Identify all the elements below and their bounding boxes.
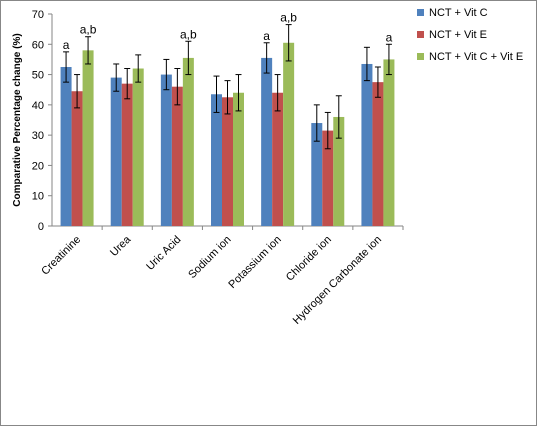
legend-swatch	[417, 31, 424, 38]
significance-label: a	[63, 38, 70, 52]
category-label: Hydrogen Carbonate ion	[291, 234, 384, 327]
y-tick-label: 30	[32, 130, 44, 142]
category-label: Potassium ion	[226, 234, 283, 291]
bar-nct-vit-e-creatinine	[71, 91, 83, 226]
category-labels: Creatinine Urea Uric Acid Sodium ionPotassi…	[39, 233, 384, 327]
category-label: Sodium ion	[186, 234, 233, 281]
legend-label: NCT + Vit C + Vit E	[429, 51, 523, 63]
y-tick-labels: 0 10 20 30 40 50 60 70	[32, 9, 44, 233]
bar-nct-vit-c-vit-e-urea	[132, 68, 144, 226]
category-label: Uric Acid	[144, 234, 183, 273]
bar-nct-vit-e-sodium-ion	[222, 97, 233, 227]
significance-label: a	[386, 30, 393, 44]
bar-nct-vit-c-hydrogen-carbonate-ion	[361, 63, 373, 226]
significance-label: a,b	[180, 27, 197, 41]
axes	[48, 13, 404, 230]
error-bars	[63, 24, 392, 150]
bar-nct-vit-c-vit-e-uric-acid	[182, 57, 194, 226]
legend-swatch	[417, 53, 424, 60]
bar-nct-vit-e-potassium-ion	[272, 92, 284, 226]
bar-nct-vit-e-chloride-ion	[322, 130, 334, 226]
bar-nct-vit-c-creatinine	[60, 67, 72, 226]
y-tick-label: 20	[32, 160, 44, 172]
significance-label: a	[263, 29, 270, 43]
bar-nct-vit-c-vit-e-creatinine	[82, 50, 94, 226]
legend-swatch	[417, 9, 424, 16]
y-tick-label: 10	[32, 191, 44, 203]
bar-nct-vit-c-vit-e-hydrogen-carbonate-ion	[383, 59, 395, 226]
y-axis-label: Comparative Percentage change (%)	[12, 33, 23, 206]
significance-annotations: a a,b a,b a a,b a	[63, 11, 393, 52]
significance-label: a,b	[80, 23, 97, 37]
y-tick-label: 50	[32, 70, 44, 82]
bar-nct-vit-c-potassium-ion	[261, 57, 273, 226]
category-label: Urea	[108, 233, 134, 259]
y-tick-label: 0	[38, 221, 44, 233]
bar-nct-vit-e-uric-acid	[171, 86, 183, 226]
legend-label: NCT + Vit E	[429, 29, 487, 41]
category-label: Chloride ion	[284, 234, 334, 284]
bar-nct-vit-c-uric-acid	[160, 74, 172, 226]
bar-nct-vit-e-urea	[121, 83, 133, 227]
bar-nct-vit-c-sodium-ion	[211, 94, 222, 226]
y-tick-label: 60	[32, 39, 44, 51]
bar-nct-vit-c-urea	[110, 77, 122, 226]
bar-nct-vit-c-vit-e-chloride-ion	[333, 116, 345, 226]
bar-nct-vit-c-chloride-ion	[311, 123, 323, 226]
legend-label: NCT + Vit C	[429, 7, 488, 19]
significance-label: a,b	[280, 11, 297, 25]
legend: NCT + Vit C NCT + Vit E NCT + Vit C + Vit …	[417, 7, 523, 63]
bar-nct-vit-c-vit-e-sodium-ion	[233, 92, 244, 226]
y-tick-label: 40	[32, 100, 44, 112]
bars	[60, 42, 395, 227]
bar-nct-vit-c-vit-e-potassium-ion	[283, 42, 295, 227]
category-label: Creatinine	[39, 234, 83, 278]
bar-nct-vit-e-hydrogen-carbonate-ion	[372, 82, 384, 227]
y-tick-label: 70	[32, 9, 44, 21]
